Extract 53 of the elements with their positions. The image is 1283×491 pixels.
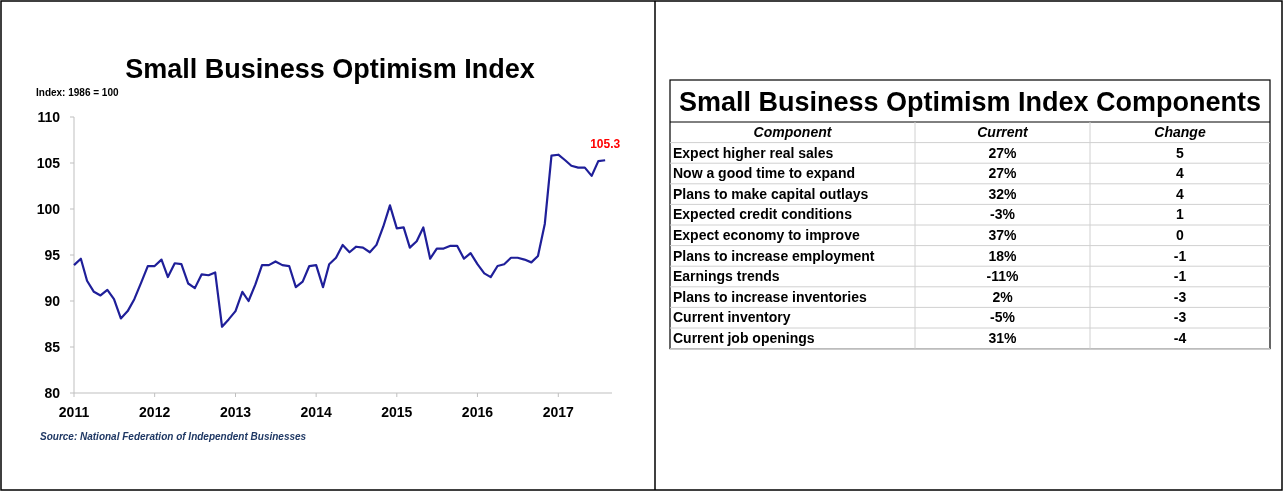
y-tick-label: 90: [44, 292, 61, 309]
y-tick-label: 100: [36, 200, 61, 217]
y-tick-label: 95: [44, 246, 61, 263]
data-label: -3: [1173, 288, 1187, 305]
data-label: 5: [1176, 144, 1185, 161]
x-tick-label: 2015: [381, 404, 413, 420]
data-label: -3%: [990, 206, 1016, 223]
x-tick-label: 2014: [300, 404, 332, 420]
y-tick-label: 110: [37, 108, 61, 125]
text: Current: [977, 124, 1030, 140]
y-tick-label: 85: [44, 338, 61, 355]
data-label: 37%: [988, 227, 1018, 243]
source-note: Source: National Federation of Independent Businesses: [40, 431, 307, 442]
chart-title: Small Business Optimism Index: [125, 54, 535, 84]
category-label: Expect higher real sales: [673, 144, 834, 161]
y-tick-label: 80: [44, 384, 61, 401]
category-label: Current job openings: [673, 330, 815, 346]
text: Component: [753, 124, 833, 140]
category-label: Now a good time to expand: [673, 165, 856, 182]
text: Small Business Optimism Index Components: [678, 87, 1262, 117]
data-label: 32%: [988, 185, 1018, 202]
data-label: 0: [1176, 227, 1185, 243]
data-label: 2%: [992, 288, 1014, 305]
data-label: 4: [1176, 165, 1185, 182]
data-label: -5%: [990, 309, 1016, 326]
category-label: Current inventory: [673, 309, 791, 326]
data-label: 31%: [988, 330, 1018, 346]
data-label: -1: [1173, 247, 1187, 264]
data-label: -11%: [986, 268, 1020, 285]
x-tick-label: 2012: [139, 404, 171, 420]
data-label: -4: [1173, 330, 1187, 346]
category-label: Earnings trends: [673, 268, 780, 285]
x-tick-label: 2013: [219, 404, 252, 420]
x-tick-label: 2016: [461, 404, 494, 420]
x-tick-label: 2017: [542, 404, 575, 420]
annotation: 105.3: [590, 137, 621, 152]
category-label: Plans to increase inventories: [673, 288, 867, 305]
y-axis-title: Index: 1986 = 100: [36, 87, 119, 98]
data-label: -1: [1173, 268, 1187, 285]
data-label: -3: [1173, 309, 1187, 326]
x-tick-label: 2011: [58, 404, 90, 420]
data-label: 4: [1176, 185, 1185, 202]
category-label: Expect economy to improve: [673, 227, 860, 243]
data-label: 27%: [988, 165, 1018, 182]
y-tick-label: 105: [36, 154, 61, 171]
category-label: Plans to increase employment: [673, 247, 875, 264]
data-label: 1: [1176, 206, 1185, 223]
category-label: Plans to make capital outlays: [673, 185, 869, 202]
data-label: 27%: [988, 144, 1018, 161]
line-series: [72, 153, 607, 328]
text: Change: [1154, 124, 1206, 140]
data-label: 18%: [988, 247, 1018, 264]
category-label: Expected credit conditions: [673, 206, 853, 223]
